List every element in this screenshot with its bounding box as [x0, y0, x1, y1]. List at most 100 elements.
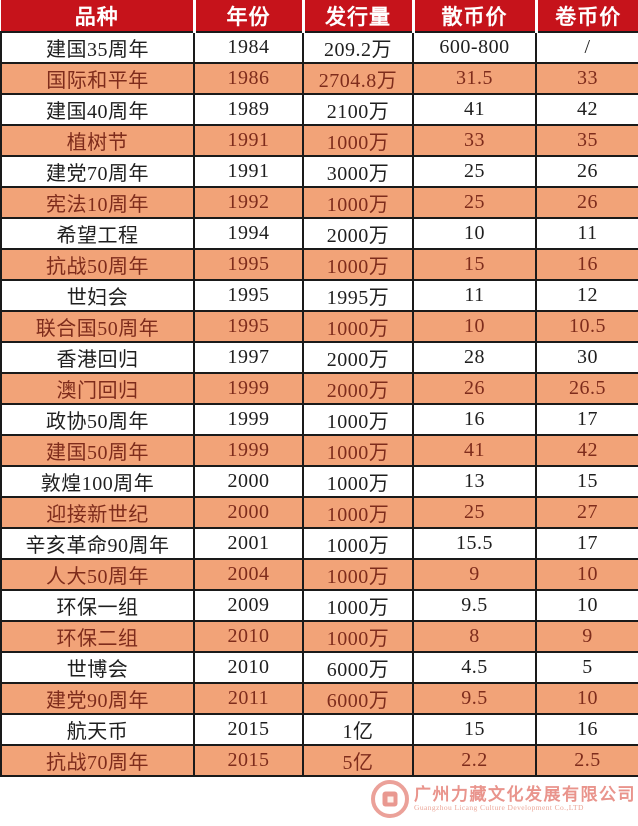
table-row: 人大50周年 2004 1000万 9 10	[0, 558, 638, 591]
table-cell: 1995万	[302, 279, 414, 312]
table-cell: 30	[535, 341, 638, 374]
table-row: 迎接新世纪 2000 1000万 25 27	[0, 496, 638, 529]
table-cell: 1000万	[302, 124, 414, 157]
table-cell: 6000万	[302, 651, 414, 684]
table-cell: 33	[412, 124, 537, 157]
table-cell: 6000万	[302, 682, 414, 715]
company-name-en: Guangzhou Licang Culture Development Co.…	[414, 802, 584, 812]
table-cell: 1995	[193, 279, 304, 312]
table-row: 世博会 2010 6000万 4.5 5	[0, 651, 638, 684]
table-cell: 9.5	[412, 682, 537, 715]
table-cell: 3000万	[302, 155, 414, 188]
table-cell: 1991	[193, 124, 304, 157]
table-cell: 1999	[193, 403, 304, 436]
table-row: 建国50周年 1999 1000万 41 42	[0, 434, 638, 467]
table-row: 世妇会 1995 1995万 11 12	[0, 279, 638, 312]
table-cell: 33	[535, 62, 638, 95]
table-cell: 42	[535, 93, 638, 126]
table-cell: 世妇会	[0, 279, 195, 312]
table-cell: 辛亥革命90周年	[0, 527, 195, 560]
table-cell: 建党70周年	[0, 155, 195, 188]
table-cell: 敦煌100周年	[0, 465, 195, 498]
table-cell: 16	[535, 248, 638, 281]
coin-square-hole-icon	[382, 791, 398, 807]
table-cell: 15	[412, 713, 537, 746]
table-row: 建党70周年 1991 3000万 25 26	[0, 155, 638, 188]
company-watermark: 广州力藏文化发展有限公司 Guangzhou Licang Culture De…	[371, 780, 636, 818]
table-row: 国际和平年 1986 2704.8万 31.5 33	[0, 62, 638, 95]
table-cell: 17	[535, 403, 638, 436]
table-cell: 2010	[193, 620, 304, 653]
table-row: 植树节 1991 1000万 33 35	[0, 124, 638, 157]
table-cell: 建国35周年	[0, 31, 195, 64]
table-cell: 2015	[193, 713, 304, 746]
table-cell: 11	[535, 217, 638, 250]
table-cell: 建党90周年	[0, 682, 195, 715]
table-cell: 1亿	[302, 713, 414, 746]
table-cell: 10	[412, 310, 537, 343]
table-row: 环保一组 2009 1000万 9.5 10	[0, 589, 638, 622]
table-cell: 1994	[193, 217, 304, 250]
table-cell: 联合国50周年	[0, 310, 195, 343]
table-row: 希望工程 1994 2000万 10 11	[0, 217, 638, 250]
table-cell: 25	[412, 496, 537, 529]
table-cell: 41	[412, 434, 537, 467]
coin-logo-icon	[371, 780, 409, 818]
table-cell: 宪法10周年	[0, 186, 195, 219]
table-cell: 2015	[193, 744, 304, 777]
table-cell: 10	[412, 217, 537, 250]
table-cell: 1000万	[302, 527, 414, 560]
table-cell: 政协50周年	[0, 403, 195, 436]
coin-price-table: 品种 年份 发行量 散币价 卷币价 建国35周年 1984 209.2万 600-800/国际…	[0, 0, 638, 777]
table-cell: 1999	[193, 372, 304, 405]
table-cell: 1991	[193, 155, 304, 188]
table-cell: 9	[535, 620, 638, 653]
table-cell: 10	[535, 589, 638, 622]
table-cell: 1997	[193, 341, 304, 374]
table-cell: 世博会	[0, 651, 195, 684]
table-cell: 2009	[193, 589, 304, 622]
table-cell: 10.5	[535, 310, 638, 343]
table-cell: 16	[535, 713, 638, 746]
table-cell: 2000万	[302, 372, 414, 405]
table-cell: 8	[412, 620, 537, 653]
table-cell: 1000万	[302, 248, 414, 281]
table-cell: 2000	[193, 496, 304, 529]
table-cell: 17	[535, 527, 638, 560]
table-cell: 1000万	[302, 465, 414, 498]
table-row: 环保二组 2010 1000万 8 9	[0, 620, 638, 653]
table-row: 香港回归 1997 2000万 28 30	[0, 341, 638, 374]
table-cell: 2004	[193, 558, 304, 591]
table-cell: 26.5	[535, 372, 638, 405]
table-cell: 人大50周年	[0, 558, 195, 591]
table-cell: 2000万	[302, 341, 414, 374]
table-cell: 植树节	[0, 124, 195, 157]
table-cell: 2000万	[302, 217, 414, 250]
watermark-text: 广州力藏文化发展有限公司 Guangzhou Licang Culture De…	[414, 786, 636, 812]
table-cell: 42	[535, 434, 638, 467]
table-cell: 26	[535, 155, 638, 188]
column-header-1: 品种	[1, 0, 196, 33]
table-cell: 2000	[193, 465, 304, 498]
table-cell: 2704.8万	[302, 62, 414, 95]
table-cell: 2.2	[412, 744, 537, 777]
table-cell: 建国50周年	[0, 434, 195, 467]
table-cell: 9	[412, 558, 537, 591]
table-cell: 抗战50周年	[0, 248, 195, 281]
table-cell: 1000万	[302, 310, 414, 343]
column-header-3: 发行量	[301, 0, 415, 33]
table-row: 敦煌100周年 2000 1000万 13 15	[0, 465, 638, 498]
table-row: 宪法10周年 1992 1000万 25 26	[0, 186, 638, 219]
table-cell: 11	[412, 279, 537, 312]
table-cell: 28	[412, 341, 537, 374]
table-row: 抗战70周年 2015 5亿 2.2 2.5	[0, 744, 638, 777]
table-cell: 9.5	[412, 589, 537, 622]
table-cell: 环保一组	[0, 589, 195, 622]
table-row: 建党90周年 2011 6000万 9.5 10	[0, 682, 638, 715]
table-cell: 5	[535, 651, 638, 684]
table-cell: 抗战70周年	[0, 744, 195, 777]
column-header-5: 卷币价	[534, 0, 638, 33]
table-cell: 1000万	[302, 186, 414, 219]
table-cell: 2100万	[302, 93, 414, 126]
